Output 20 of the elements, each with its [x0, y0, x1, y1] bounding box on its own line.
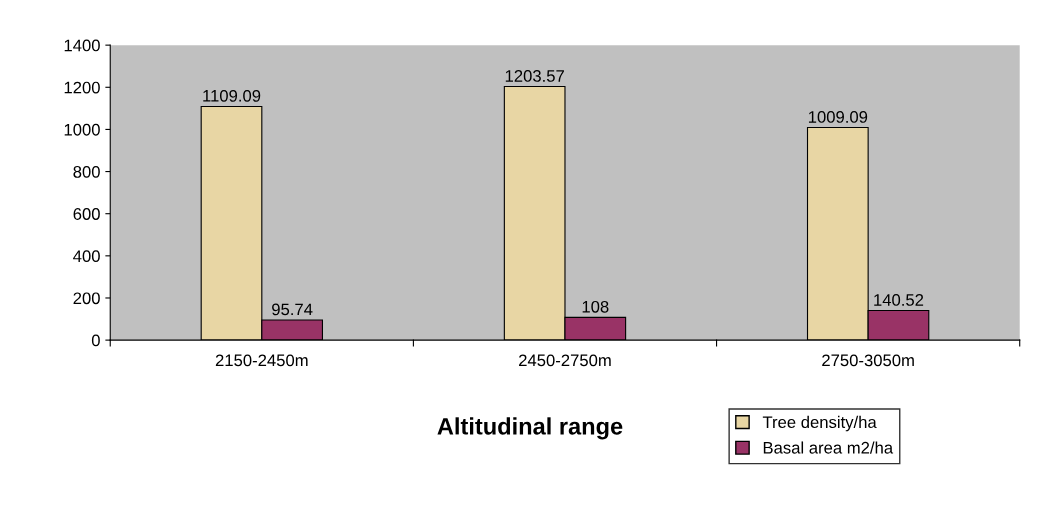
x-tick-label: 2150-2450m [215, 354, 308, 367]
y-tick-label: 1400 [64, 39, 100, 52]
data-label: 1109.09 [203, 89, 261, 102]
y-tick-label: 400 [73, 250, 100, 263]
y-tick-label: 0 [91, 334, 100, 347]
x-tick-label: 2750-3050m [822, 354, 914, 367]
data-label: 140.52 [874, 294, 924, 306]
y-tick-label: 200 [73, 292, 100, 305]
legend-label: Tree density/ha [762, 415, 877, 432]
data-label: 108 [582, 300, 609, 313]
data-label: 1203.57 [505, 70, 564, 82]
y-tick-label: 600 [73, 208, 100, 220]
data-label: 95.74 [272, 303, 313, 316]
x-axis-title: Altitudinal range [437, 417, 623, 440]
y-tick-label: 1000 [64, 123, 100, 136]
x-tick-label: 2450-2750m [519, 354, 611, 367]
y-tick-label: 800 [73, 165, 100, 178]
data-label: 1009.09 [808, 111, 868, 123]
y-tick-label: 1200 [64, 81, 100, 94]
legend-label: Basal area m2/ha [763, 441, 894, 454]
